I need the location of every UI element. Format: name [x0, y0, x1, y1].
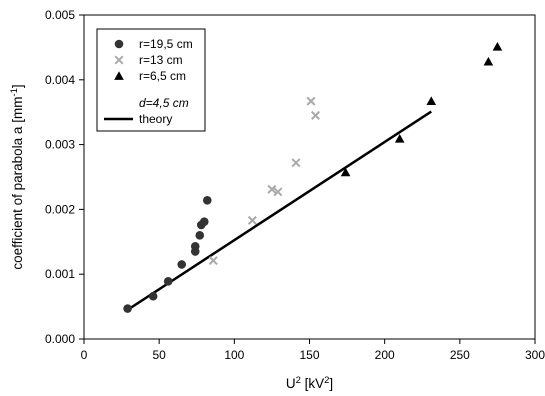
- data-point-circle: [195, 231, 205, 240]
- data-point-x: [311, 110, 321, 120]
- data-point-x: [291, 158, 301, 168]
- data-point-circle: [163, 277, 173, 286]
- legend: r=19,5 cm r=13 cm r=6,5 cm d=4,5 cm theory: [96, 28, 206, 132]
- legend-series-label: r=6,5 cm: [139, 69, 186, 83]
- x-tick-label: 250: [450, 348, 470, 362]
- legend-series-label: r=13 cm: [139, 53, 183, 67]
- y-tick-label: 0.004: [45, 73, 75, 87]
- x-axis: 0 50 100 150 200 250 300: [81, 339, 545, 362]
- x-tick-label: 300: [525, 348, 545, 362]
- legend-note: d=4,5 cm: [139, 96, 189, 110]
- y-tick-label: 0.005: [45, 8, 75, 22]
- x-tick-label: 100: [224, 348, 244, 362]
- data-point-x: [247, 215, 257, 225]
- legend-swatch-triangle: [114, 71, 124, 80]
- legend-box: [96, 28, 206, 132]
- y-tick-label: 0.000: [45, 332, 75, 346]
- legend-theory-label: theory: [139, 112, 172, 126]
- legend-swatch-circle: [114, 39, 124, 49]
- y-tick-label: 0.001: [45, 267, 75, 281]
- x-tick-label: 0: [81, 348, 88, 362]
- data-point-circle: [202, 196, 212, 205]
- x-stroke: [306, 96, 316, 106]
- x-tick-label: 50: [152, 348, 166, 362]
- y-tick-label: 0.003: [45, 138, 75, 152]
- data-point-triangle: [340, 167, 351, 177]
- data-point-triangle: [426, 96, 437, 106]
- data-point-x: [208, 256, 218, 266]
- x-stroke: [208, 256, 218, 266]
- data-point-triangle: [394, 133, 405, 143]
- x-tick-label: 200: [375, 348, 395, 362]
- x-stroke: [267, 184, 277, 194]
- x-stroke: [291, 158, 301, 168]
- x-stroke: [273, 187, 283, 197]
- theory-line: [126, 110, 432, 311]
- data-point-x: [267, 184, 277, 194]
- y-tick-label: 0.002: [45, 202, 75, 216]
- data-point-triangle: [492, 41, 503, 51]
- legend-swatch-x: [114, 55, 124, 65]
- data-point-circle: [148, 291, 158, 301]
- data-point-x: [273, 187, 283, 197]
- data-point-circle: [177, 260, 187, 269]
- x-axis-title: U2 [kV2]: [286, 375, 333, 391]
- theory-line-segment: [126, 110, 432, 311]
- x-stroke: [247, 215, 257, 225]
- data-point-x: [306, 96, 316, 106]
- data-point-circle: [190, 242, 200, 251]
- x-tick-label: 150: [299, 348, 319, 362]
- legend-series-label: r=19,5 cm: [139, 37, 193, 51]
- y-axis: 0.000 0.001 0.002 0.003 0.004 0.005: [45, 8, 84, 346]
- data-point-circle: [199, 217, 209, 227]
- data-markers: [123, 41, 503, 313]
- data-point-circle: [123, 304, 132, 313]
- x-stroke: [114, 55, 124, 65]
- data-point-triangle: [483, 56, 494, 66]
- y-axis-title: coefficient of parabola a [mm-1]: [9, 84, 25, 269]
- x-stroke: [311, 110, 321, 120]
